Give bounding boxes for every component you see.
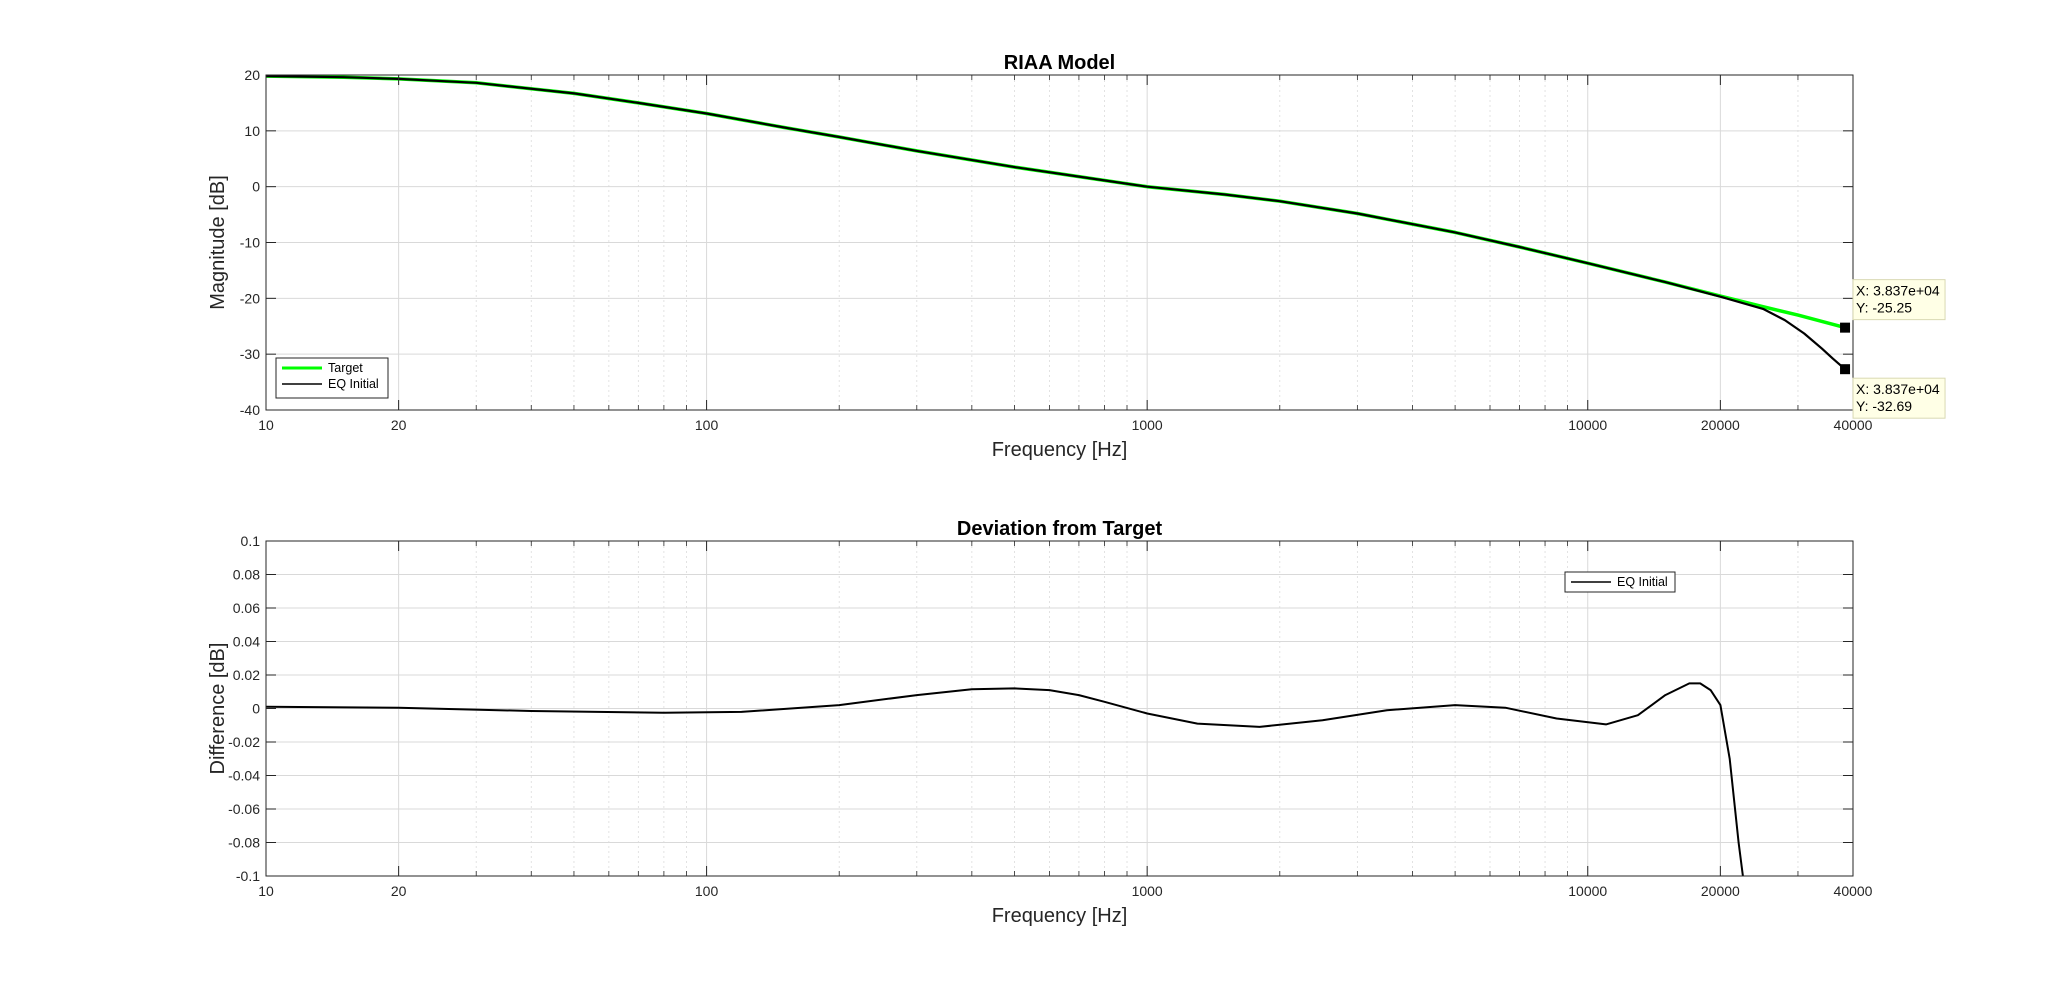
deviation-ticks	[265, 540, 1854, 877]
y-tick-label: -10	[240, 235, 260, 251]
deviation-axes[interactable]: 10 20 100 1000 10000 20000 40000 -0.1 -0.08 -0.06…	[207, 518, 1873, 927]
y-tick-label: 0	[252, 179, 260, 195]
magnitude-x-axis-label: Frequency [Hz]	[992, 439, 1128, 461]
y-tick-label: 0	[252, 701, 260, 717]
legend-label-eq-initial: EQ Initial	[1617, 575, 1668, 589]
data-tip-marker[interactable]	[1840, 364, 1851, 375]
series-line-eq-initial	[266, 75, 1847, 371]
x-tick-label: 10	[258, 417, 274, 433]
x-tick-label: 20000	[1701, 883, 1740, 899]
legend-label-eq-initial: EQ Initial	[328, 377, 379, 391]
y-tick-label: -0.04	[228, 768, 260, 784]
legend-label-target: Target	[328, 361, 363, 375]
data-tip-x-text: X: 3.837e+04	[1856, 283, 1940, 299]
data-tip-box	[1852, 377, 1946, 419]
x-tick-label: 100	[695, 417, 719, 433]
x-tick-label: 10	[258, 883, 274, 899]
deviation-x-axis-label: Frequency [Hz]	[992, 905, 1128, 927]
magnitude-y-axis-label: Magnitude [dB]	[207, 175, 229, 310]
magnitude-tick-labels: 10 20 100 1000 10000 20000 40000 -40 -30 -20 -10 0 1…	[240, 67, 1873, 433]
deviation-legend[interactable]: EQ Initial	[1564, 571, 1676, 593]
x-tick-label: 10000	[1568, 417, 1607, 433]
y-tick-label: -0.02	[228, 734, 260, 750]
magnitude-legend-box	[275, 357, 389, 399]
data-tip-box	[1852, 279, 1946, 321]
deviation-tick-labels: 10 20 100 1000 10000 20000 40000 -0.1 -0.08 -0.06…	[228, 533, 1873, 899]
y-tick-label: -0.1	[236, 868, 260, 884]
data-tips: X: 3.837e+04 Y: -25.25 X: 3.837e+04 Y: -…	[1840, 279, 1946, 419]
x-tick-label: 40000	[1834, 417, 1873, 433]
deviation-legend-box	[1564, 571, 1676, 593]
data-tip-y-text: Y: -25.25	[1856, 300, 1912, 316]
deviation-chart-title: Deviation from Target	[957, 518, 1163, 540]
y-tick-label: -0.08	[228, 835, 260, 851]
x-tick-label: 20	[391, 883, 407, 899]
deviation-series	[266, 682, 1744, 876]
y-tick-label: 0.04	[233, 634, 260, 650]
data-tip-y-text: Y: -32.69	[1856, 398, 1912, 414]
y-tick-label: 0.02	[233, 667, 260, 683]
magnitude-series	[266, 75, 1847, 371]
data-tip-marker[interactable]	[1840, 322, 1851, 333]
x-tick-label: 1000	[1132, 883, 1163, 899]
magnitude-axes[interactable]: 10 20 100 1000 10000 20000 40000 -40 -30 -20 -10 0 1…	[207, 52, 1946, 461]
y-tick-label: 0.06	[233, 600, 260, 616]
data-tip-target[interactable]: X: 3.837e+04 Y: -25.25	[1840, 279, 1946, 333]
x-tick-label: 10000	[1568, 883, 1607, 899]
x-tick-label: 100	[695, 883, 719, 899]
x-tick-label: 20000	[1701, 417, 1740, 433]
x-tick-label: 1000	[1132, 417, 1163, 433]
y-tick-label: -20	[240, 290, 260, 306]
series-line-eq-initial	[266, 682, 1744, 876]
magnitude-legend[interactable]: Target EQ Initial	[275, 357, 389, 399]
y-tick-label: -40	[240, 402, 260, 418]
x-tick-label: 20	[391, 417, 407, 433]
y-tick-label: 0.1	[241, 533, 261, 549]
data-tip-x-text: X: 3.837e+04	[1856, 381, 1940, 397]
x-tick-label: 40000	[1834, 883, 1873, 899]
deviation-minor-grid	[475, 541, 1799, 876]
data-tip-eq-initial[interactable]: X: 3.837e+04 Y: -32.69	[1840, 364, 1946, 419]
y-tick-label: 10	[244, 123, 260, 139]
deviation-y-axis-label: Difference [dB]	[207, 643, 229, 775]
y-tick-label: 0.08	[233, 567, 260, 583]
y-tick-label: -30	[240, 346, 260, 362]
y-tick-label: 20	[244, 67, 260, 83]
magnitude-chart-title: RIAA Model	[1004, 52, 1115, 74]
y-tick-label: -0.06	[228, 801, 260, 817]
